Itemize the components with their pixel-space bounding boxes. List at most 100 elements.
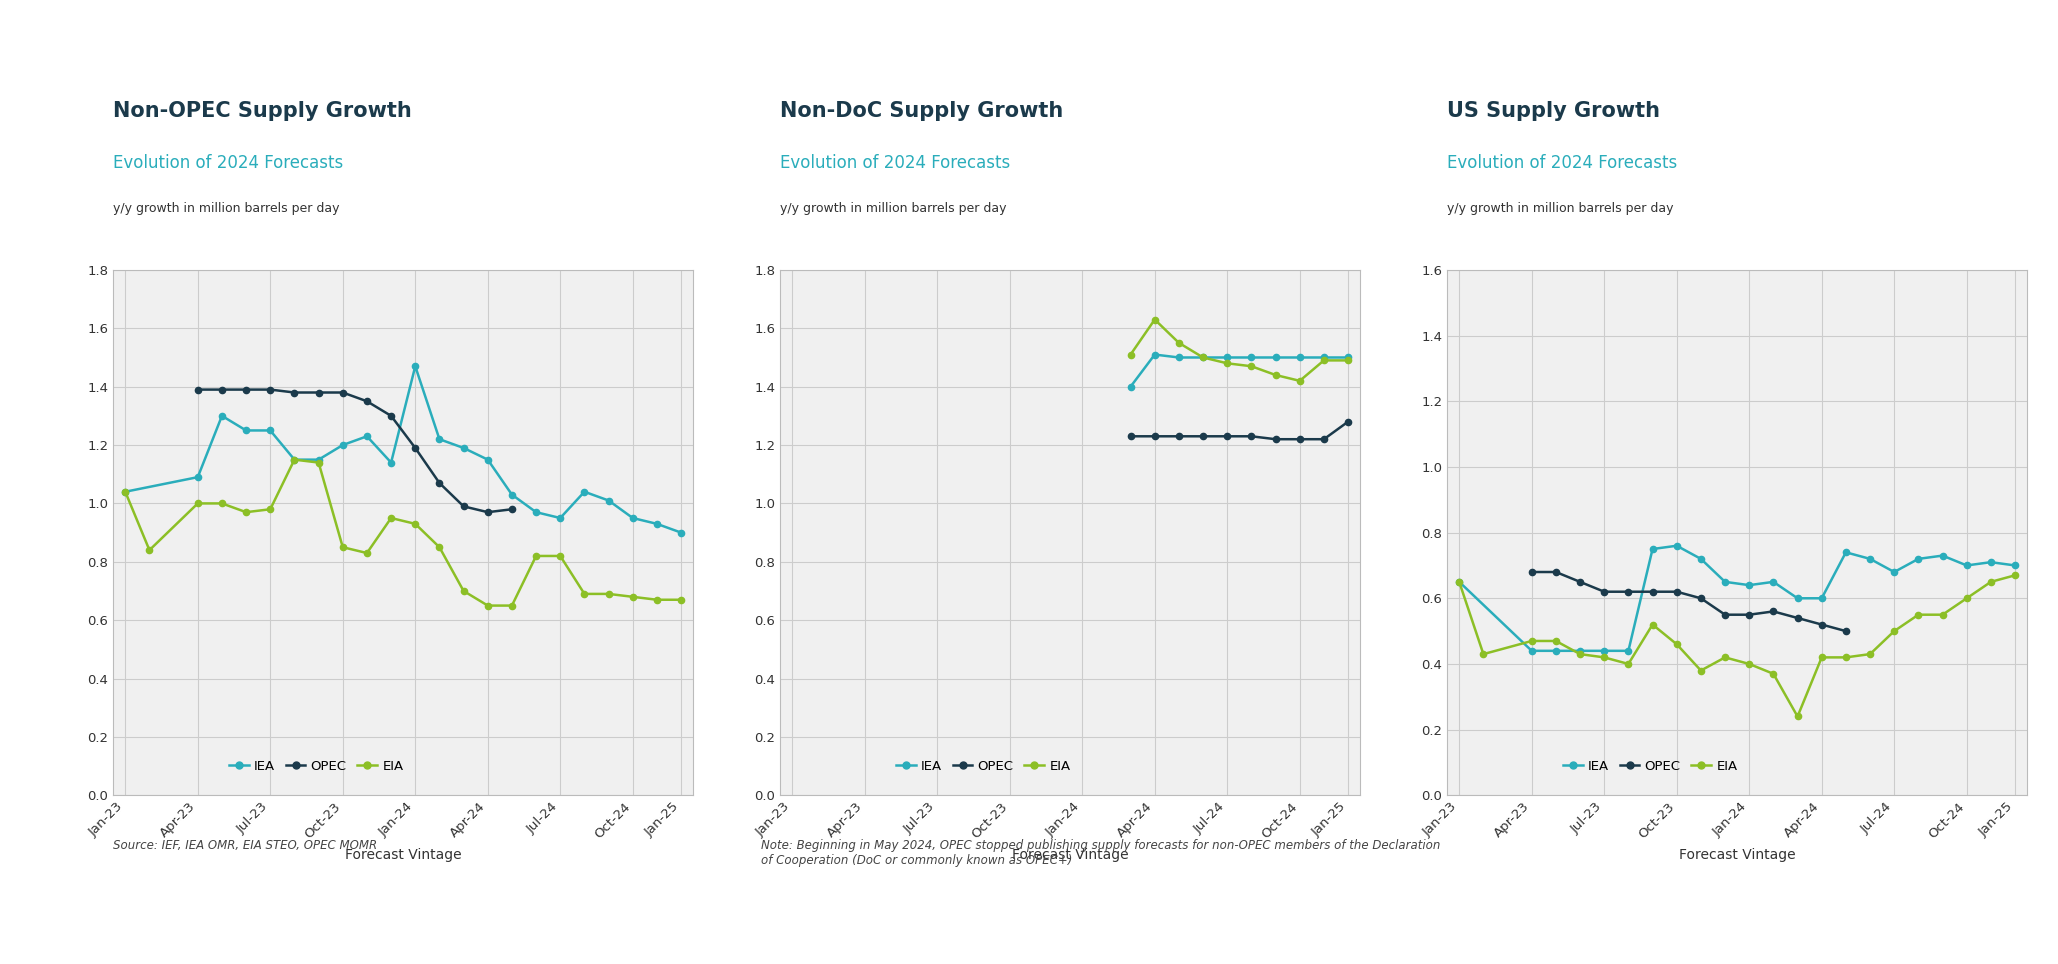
OPEC <box>1665 586 1690 598</box>
Legend: IEA, OPEC, EIA: IEA, OPEC, EIA <box>1558 755 1743 778</box>
EIA <box>1471 649 1496 660</box>
EIA <box>451 585 475 597</box>
EIA <box>1762 668 1786 680</box>
OPEC <box>1737 609 1762 621</box>
OPEC <box>1762 605 1786 617</box>
Text: US Supply Growth: US Supply Growth <box>1447 101 1661 121</box>
Line: IEA: IEA <box>1128 352 1352 389</box>
IEA <box>644 518 669 529</box>
OPEC <box>235 384 259 395</box>
EIA <box>1593 652 1618 663</box>
IEA <box>210 410 235 421</box>
IEA <box>428 434 453 445</box>
EIA <box>1712 652 1737 663</box>
EIA <box>1906 609 1930 621</box>
EIA <box>307 457 331 469</box>
IEA <box>475 454 500 466</box>
IEA <box>669 526 694 538</box>
EIA <box>1665 638 1690 650</box>
Line: EIA: EIA <box>121 457 683 608</box>
EIA <box>597 588 622 600</box>
OPEC <box>1192 431 1216 442</box>
IEA <box>235 425 259 437</box>
EIA <box>475 600 500 611</box>
EIA <box>1264 369 1288 381</box>
Legend: IEA, OPEC, EIA: IEA, OPEC, EIA <box>891 755 1076 778</box>
IEA <box>1264 352 1288 363</box>
IEA <box>1288 352 1313 363</box>
X-axis label: Forecast Vintage: Forecast Vintage <box>1679 848 1795 862</box>
OPEC <box>379 410 403 421</box>
EIA <box>1544 635 1568 647</box>
Text: Non-DoC Supply Growth: Non-DoC Supply Growth <box>780 101 1064 121</box>
EIA <box>1447 576 1471 588</box>
EIA <box>1834 652 1858 663</box>
EIA <box>282 454 307 466</box>
OPEC <box>282 387 307 398</box>
EIA <box>619 591 644 602</box>
OPEC <box>1288 434 1313 445</box>
OPEC <box>1544 566 1568 577</box>
OPEC <box>403 442 428 454</box>
IEA <box>1906 553 1930 565</box>
EIA <box>1640 619 1665 630</box>
IEA <box>1593 645 1618 656</box>
EIA <box>257 503 282 515</box>
EIA <box>523 550 547 562</box>
EIA <box>1336 355 1360 366</box>
OPEC <box>1214 431 1239 442</box>
EIA <box>331 542 356 553</box>
Text: Evolution of 2024 Forecasts: Evolution of 2024 Forecasts <box>780 154 1010 173</box>
EIA <box>185 497 210 509</box>
EIA <box>644 594 669 605</box>
IEA <box>1336 352 1360 363</box>
EIA <box>1117 349 1142 361</box>
Line: IEA: IEA <box>121 363 683 536</box>
OPEC <box>1834 626 1858 637</box>
Text: y/y growth in million barrels per day: y/y growth in million barrels per day <box>1447 202 1673 215</box>
IEA <box>547 512 572 523</box>
OPEC <box>257 384 282 395</box>
IEA <box>113 486 138 497</box>
EIA <box>1978 576 2002 588</box>
Text: Evolution of 2024 Forecasts: Evolution of 2024 Forecasts <box>113 154 344 173</box>
OPEC <box>1568 576 1593 588</box>
IEA <box>1167 352 1192 363</box>
EIA <box>1214 358 1239 369</box>
EIA <box>1142 313 1167 325</box>
IEA <box>1737 579 1762 591</box>
OPEC <box>451 500 475 512</box>
EIA <box>1519 635 1544 647</box>
OPEC <box>1167 431 1192 442</box>
EIA <box>1809 652 1834 663</box>
IEA <box>185 471 210 483</box>
IEA <box>451 442 475 454</box>
IEA <box>1665 540 1690 551</box>
EIA <box>1311 355 1336 366</box>
IEA <box>597 495 622 506</box>
EIA <box>669 594 694 605</box>
EIA <box>235 506 259 518</box>
OPEC <box>1809 619 1834 630</box>
Line: EIA: EIA <box>1128 316 1352 384</box>
Line: OPEC: OPEC <box>1529 569 1848 634</box>
Line: OPEC: OPEC <box>1128 418 1352 442</box>
IEA <box>1762 576 1786 588</box>
IEA <box>354 431 379 442</box>
IEA <box>619 512 644 523</box>
EIA <box>1167 337 1192 349</box>
EIA <box>2002 570 2027 581</box>
Text: y/y growth in million barrels per day: y/y growth in million barrels per day <box>113 202 340 215</box>
IEA <box>1688 553 1712 565</box>
IEA <box>1142 349 1167 361</box>
EIA <box>1688 665 1712 677</box>
Line: IEA: IEA <box>1457 543 2019 654</box>
OPEC <box>1712 609 1737 621</box>
IEA <box>403 361 428 372</box>
IEA <box>1117 381 1142 392</box>
EIA <box>1288 375 1313 387</box>
OPEC <box>1640 586 1665 598</box>
IEA <box>1858 553 1883 565</box>
EIA <box>547 550 572 562</box>
IEA <box>500 489 525 500</box>
